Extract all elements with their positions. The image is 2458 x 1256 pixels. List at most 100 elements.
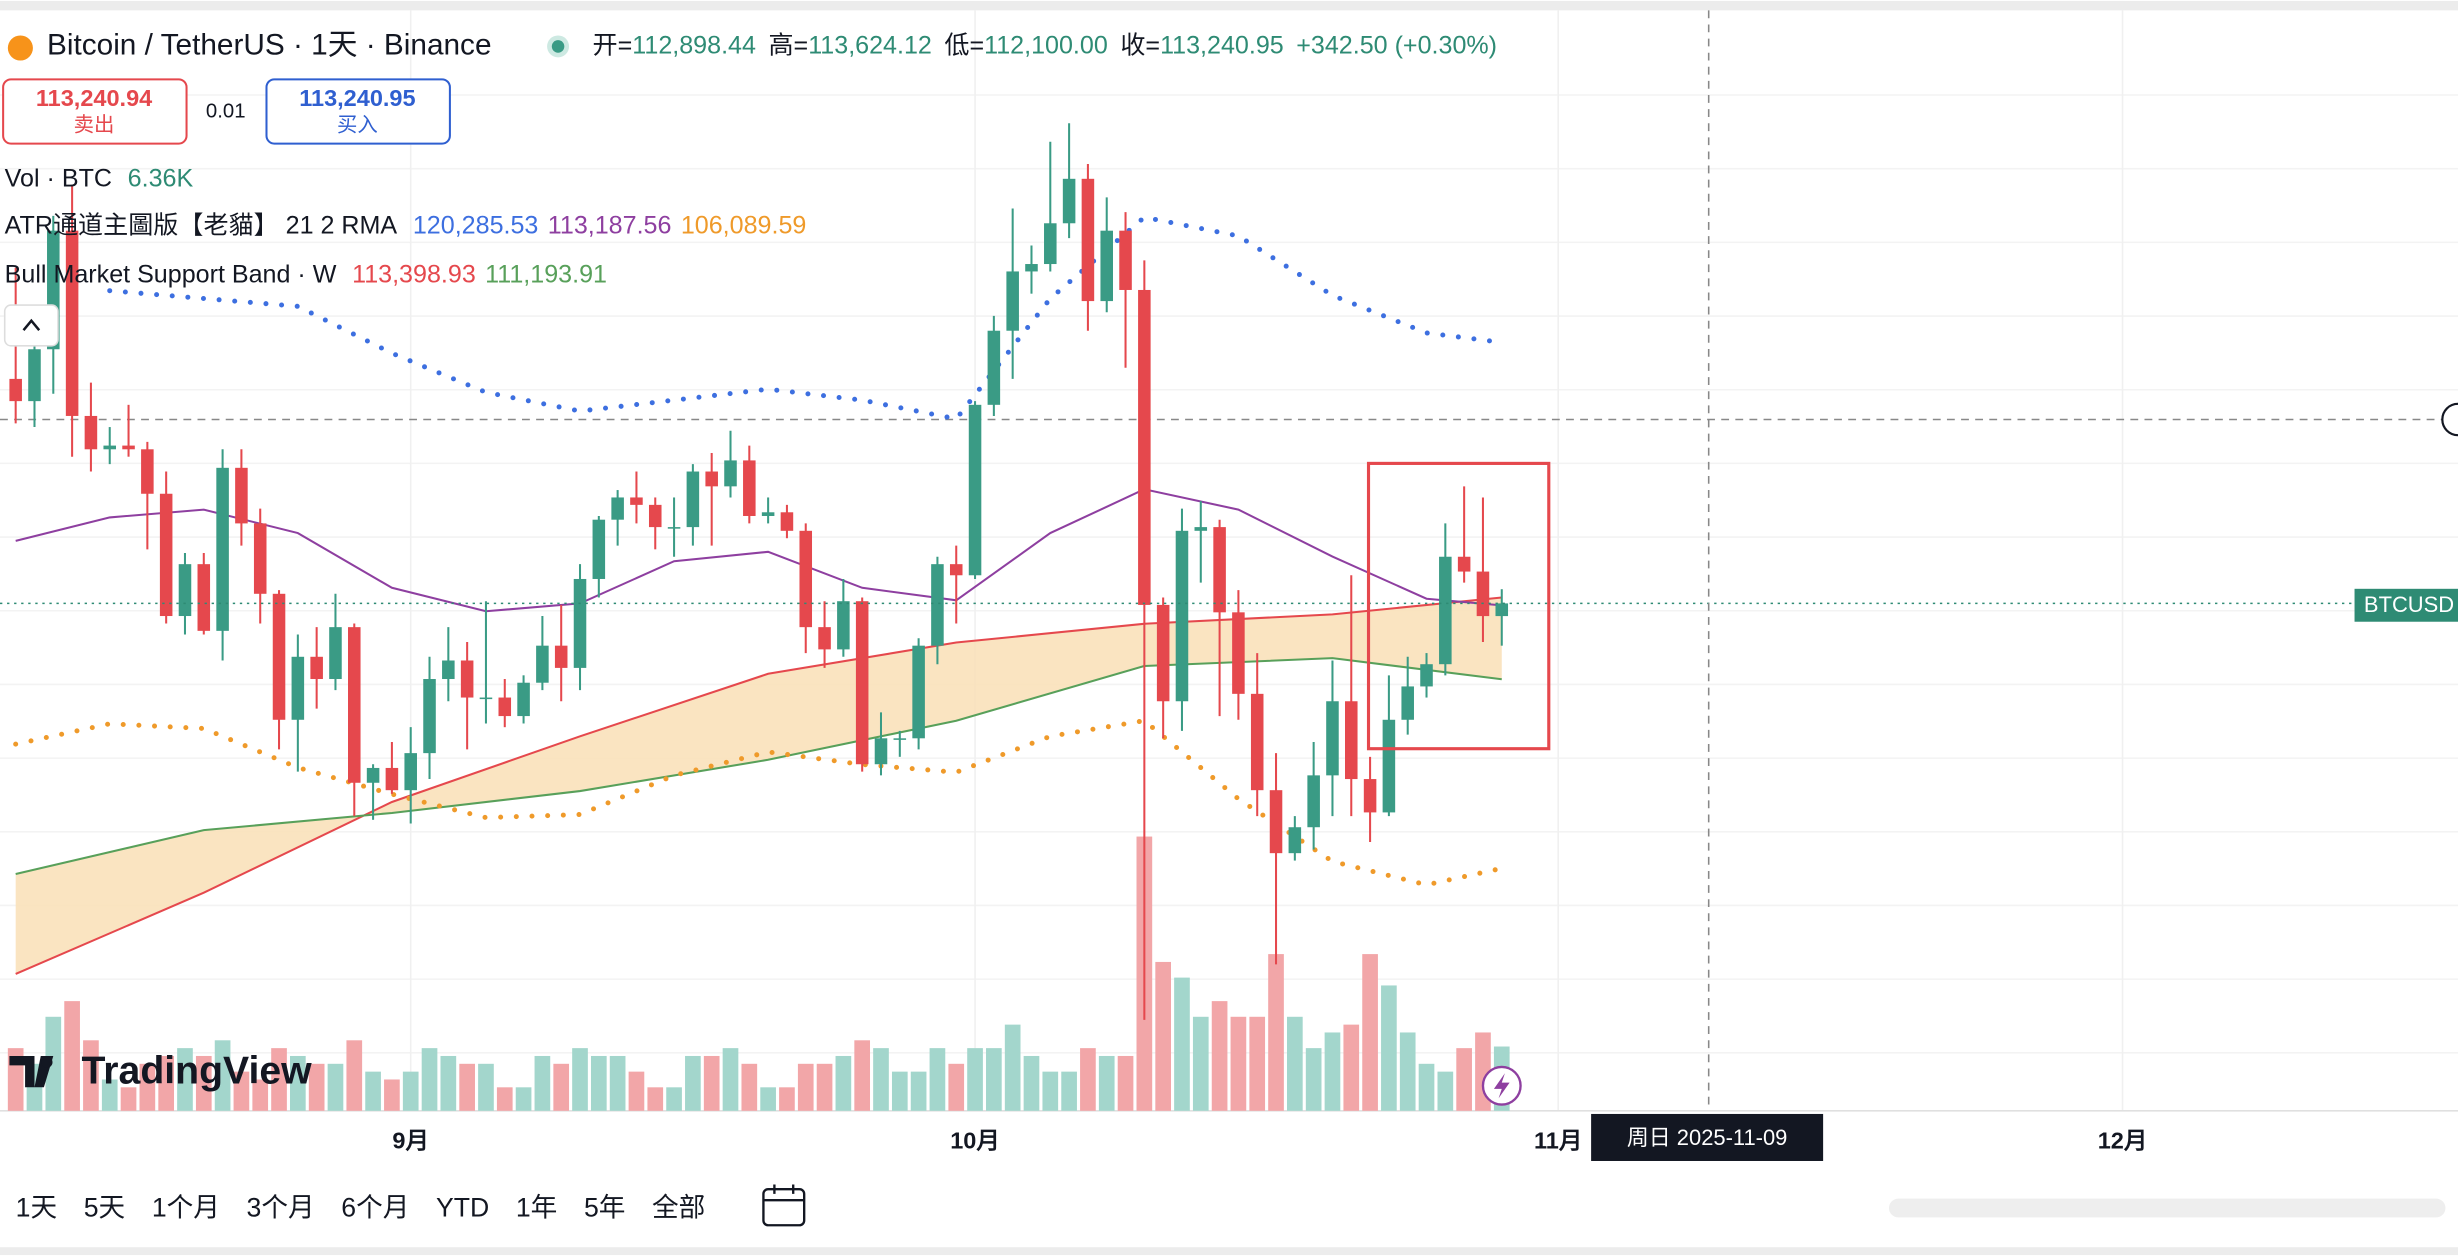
candle-body <box>348 627 361 783</box>
highlight-box <box>1366 461 1551 751</box>
range-button[interactable]: 6个月 <box>341 1193 409 1223</box>
legend-label: Bull Market Support Band · W <box>5 260 337 288</box>
range-button[interactable]: 全部 <box>652 1193 705 1223</box>
volume-bar <box>421 1048 438 1111</box>
candle-body <box>1081 178 1095 302</box>
volume-bar <box>496 1087 513 1111</box>
collapse-icon <box>22 318 41 331</box>
volume-bar <box>120 1087 137 1111</box>
range-button[interactable]: 1天 <box>16 1193 57 1223</box>
toolbar: 1天 5天 1个月 3个月 6个月 YTD 1年 5年 全部 <box>16 1193 706 1223</box>
volume-bar <box>647 1087 664 1111</box>
volume-bar <box>45 1016 62 1111</box>
volume-bar <box>365 1071 381 1111</box>
volume-bar <box>1117 1055 1134 1111</box>
candle-body <box>724 460 737 487</box>
candle-body <box>1495 603 1509 617</box>
crosshair-label-box <box>1591 1113 1824 1161</box>
volume-bar <box>271 1048 287 1111</box>
candle-body <box>648 504 662 528</box>
indicator-line <box>15 596 1502 975</box>
candle-body <box>893 738 907 740</box>
volume-bar <box>233 1071 250 1111</box>
volume-bar <box>1174 977 1190 1111</box>
volume-bar <box>1418 1063 1435 1111</box>
volume-bar <box>1456 1048 1472 1111</box>
candle-body <box>761 512 775 516</box>
legend-label: ATR通道主圖版【老貓】 21 2 RMA <box>5 211 398 239</box>
volume-bar <box>967 1048 983 1111</box>
range-button[interactable]: YTD <box>436 1193 489 1223</box>
volume-bar <box>139 1063 156 1111</box>
candle-body <box>197 564 211 631</box>
indicator-line <box>15 657 1502 875</box>
volume-bar <box>1042 1071 1059 1111</box>
volume-bar <box>534 1055 551 1111</box>
sell-price: 113,240.94 <box>36 85 152 111</box>
candle-body <box>253 523 267 594</box>
volume-bar <box>986 1048 1002 1111</box>
volume-bar <box>327 1063 344 1111</box>
candle-body <box>1288 827 1302 854</box>
candle-body <box>1363 779 1377 813</box>
candle-body <box>291 656 305 720</box>
indicator-dots <box>107 214 1505 422</box>
candle-body <box>912 645 925 739</box>
x-tick-label: 10月 <box>950 1127 1000 1153</box>
edge-button[interactable] <box>2441 402 2458 437</box>
candle-body <box>1194 527 1208 531</box>
candle-body <box>573 578 587 668</box>
candle-body <box>1326 701 1339 776</box>
sell-button[interactable] <box>2 78 188 145</box>
buy-button[interactable] <box>265 78 451 145</box>
volume-bar <box>703 1055 720 1111</box>
ohlc-label: 高= <box>768 31 808 59</box>
candle-body <box>442 660 455 680</box>
volume-bar <box>1305 1048 1322 1111</box>
candle-body <box>931 564 944 646</box>
date-range-button[interactable] <box>762 1188 806 1227</box>
range-button[interactable]: 5天 <box>84 1193 125 1223</box>
scroll-track[interactable] <box>1888 1198 2446 1218</box>
candle-body <box>1044 223 1057 265</box>
legend-value: 111,193.91 <box>485 260 607 288</box>
candle-body <box>84 415 98 450</box>
range-button[interactable]: 5年 <box>584 1193 625 1223</box>
volume-bar <box>1098 1055 1115 1111</box>
candle-body <box>517 682 530 717</box>
symbol-title: Bitcoin / TetherUS · 1天 · Binance <box>47 28 491 61</box>
ohlc-readout: 开=112,898.44 高=113,624.12 低=112,100.00 收=11… <box>593 31 1498 59</box>
candle-body <box>65 230 79 416</box>
range-button[interactable]: 3个月 <box>247 1193 315 1223</box>
candle-body <box>216 467 229 631</box>
candle-body <box>235 467 248 524</box>
volume-bar <box>384 1079 400 1111</box>
x-tick-label: 9月 <box>392 1127 429 1153</box>
candle-body <box>855 601 869 765</box>
candle-body <box>818 627 831 650</box>
candle-body <box>122 445 135 450</box>
volume-bar <box>666 1087 682 1111</box>
volume-bar <box>609 1055 626 1111</box>
range-button[interactable]: 1个月 <box>152 1193 220 1223</box>
volume-bar <box>214 1040 231 1111</box>
volume-bar <box>590 1055 607 1111</box>
range-button[interactable]: 1年 <box>516 1193 557 1223</box>
change: +342.50 (+0.30%) <box>1296 31 1497 59</box>
volume-bar <box>346 1040 363 1111</box>
volume-bar <box>873 1048 889 1111</box>
volume-bar <box>1324 1032 1341 1111</box>
candle-body <box>9 378 22 402</box>
calendar-icon <box>763 1184 805 1202</box>
coin-icon <box>7 35 33 61</box>
candle-body <box>780 512 794 531</box>
candle-body <box>423 679 436 754</box>
candle-body <box>554 645 568 668</box>
volume-bar <box>1362 954 1378 1111</box>
ohlc-label: 收= <box>1120 31 1160 59</box>
collapse-button[interactable] <box>3 304 59 347</box>
volume-bar <box>910 1071 927 1111</box>
volume-bar <box>1399 1032 1416 1111</box>
candle-body <box>799 530 813 628</box>
volume-bar <box>402 1071 419 1111</box>
